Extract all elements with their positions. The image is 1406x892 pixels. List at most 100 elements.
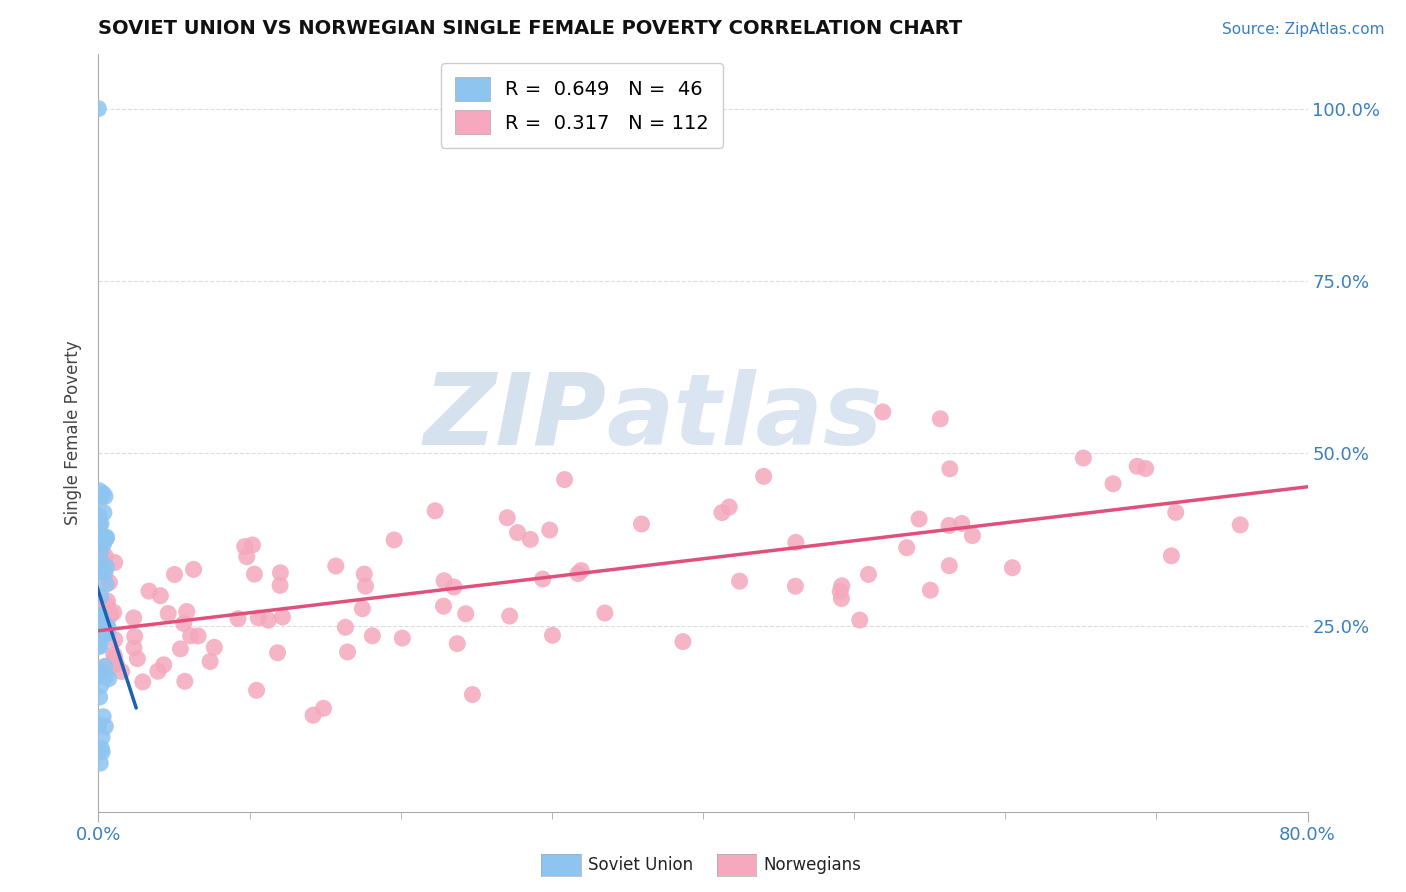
Point xyxy=(97,611,120,625)
Text: Soviet Union: Soviet Union xyxy=(588,856,693,874)
Point xyxy=(90,589,112,603)
Point xyxy=(454,607,477,621)
Point xyxy=(89,690,111,704)
Point xyxy=(94,577,117,591)
Point xyxy=(908,512,931,526)
Point xyxy=(354,579,377,593)
Point xyxy=(830,584,852,599)
Point xyxy=(169,641,191,656)
Point xyxy=(96,559,118,574)
Point xyxy=(138,584,160,599)
Point xyxy=(97,672,120,686)
Point xyxy=(103,650,125,665)
Point xyxy=(93,506,115,520)
Point xyxy=(87,594,110,608)
Point xyxy=(569,564,592,578)
Point xyxy=(90,630,112,644)
Point xyxy=(163,567,186,582)
Point xyxy=(1229,517,1251,532)
Point xyxy=(361,629,384,643)
Point xyxy=(132,674,155,689)
Point xyxy=(1135,461,1157,475)
Point xyxy=(718,500,741,514)
Point xyxy=(1073,450,1095,465)
Point xyxy=(920,583,942,598)
Point xyxy=(104,632,127,647)
Point xyxy=(1126,459,1149,474)
Point xyxy=(90,678,112,692)
Point xyxy=(90,622,112,636)
Point xyxy=(94,660,117,674)
Point xyxy=(94,609,117,624)
Point xyxy=(87,639,110,653)
Point xyxy=(443,580,465,594)
Point xyxy=(90,741,112,756)
Text: SOVIET UNION VS NORWEGIAN SINGLE FEMALE POVERTY CORRELATION CHART: SOVIET UNION VS NORWEGIAN SINGLE FEMALE … xyxy=(98,19,963,38)
Point xyxy=(111,665,134,679)
Point xyxy=(352,601,374,615)
Point xyxy=(89,518,111,533)
Point xyxy=(94,549,117,563)
Point xyxy=(391,631,413,645)
Point xyxy=(157,607,180,621)
Point xyxy=(146,664,169,678)
Point xyxy=(243,567,266,582)
Point xyxy=(104,556,127,570)
Point xyxy=(554,473,576,487)
Point xyxy=(87,625,110,640)
Point xyxy=(938,518,960,533)
Point xyxy=(710,506,733,520)
Point xyxy=(90,516,112,531)
Point xyxy=(91,537,114,551)
Point xyxy=(831,579,853,593)
Point xyxy=(929,412,952,426)
Y-axis label: Single Female Poverty: Single Female Poverty xyxy=(65,341,83,524)
Point xyxy=(89,669,111,683)
Point xyxy=(97,626,120,640)
Point xyxy=(91,731,114,745)
Point xyxy=(97,607,120,622)
Point xyxy=(538,523,561,537)
Point xyxy=(939,462,962,476)
Text: Norwegians: Norwegians xyxy=(763,856,862,874)
Point xyxy=(90,545,112,559)
Point xyxy=(96,619,118,633)
Point xyxy=(176,605,198,619)
Point xyxy=(728,574,751,589)
Point xyxy=(152,657,174,672)
Point xyxy=(180,629,202,643)
Point xyxy=(353,567,375,582)
Point xyxy=(103,648,125,662)
Point xyxy=(183,562,205,576)
Point xyxy=(247,611,270,625)
Point xyxy=(96,599,118,613)
Point xyxy=(423,504,446,518)
Point xyxy=(122,611,145,625)
Point xyxy=(122,640,145,655)
Point xyxy=(858,567,880,582)
Point xyxy=(257,613,280,627)
Point xyxy=(1160,549,1182,563)
Point xyxy=(90,536,112,550)
Point xyxy=(541,628,564,642)
Point xyxy=(1102,476,1125,491)
Point xyxy=(498,609,520,624)
Point xyxy=(496,510,519,524)
Point xyxy=(94,669,117,683)
Point xyxy=(266,646,288,660)
Point xyxy=(103,605,125,619)
Point xyxy=(1001,560,1024,574)
Point xyxy=(198,655,221,669)
Point xyxy=(325,559,347,574)
Point xyxy=(173,616,195,631)
Point xyxy=(202,640,225,655)
Point xyxy=(96,594,118,608)
Point xyxy=(97,619,120,633)
Point xyxy=(87,102,110,116)
Point xyxy=(87,608,110,623)
Point xyxy=(233,540,256,554)
Point xyxy=(124,629,146,643)
Point xyxy=(896,541,918,555)
Point xyxy=(950,516,973,531)
Point xyxy=(269,578,291,592)
